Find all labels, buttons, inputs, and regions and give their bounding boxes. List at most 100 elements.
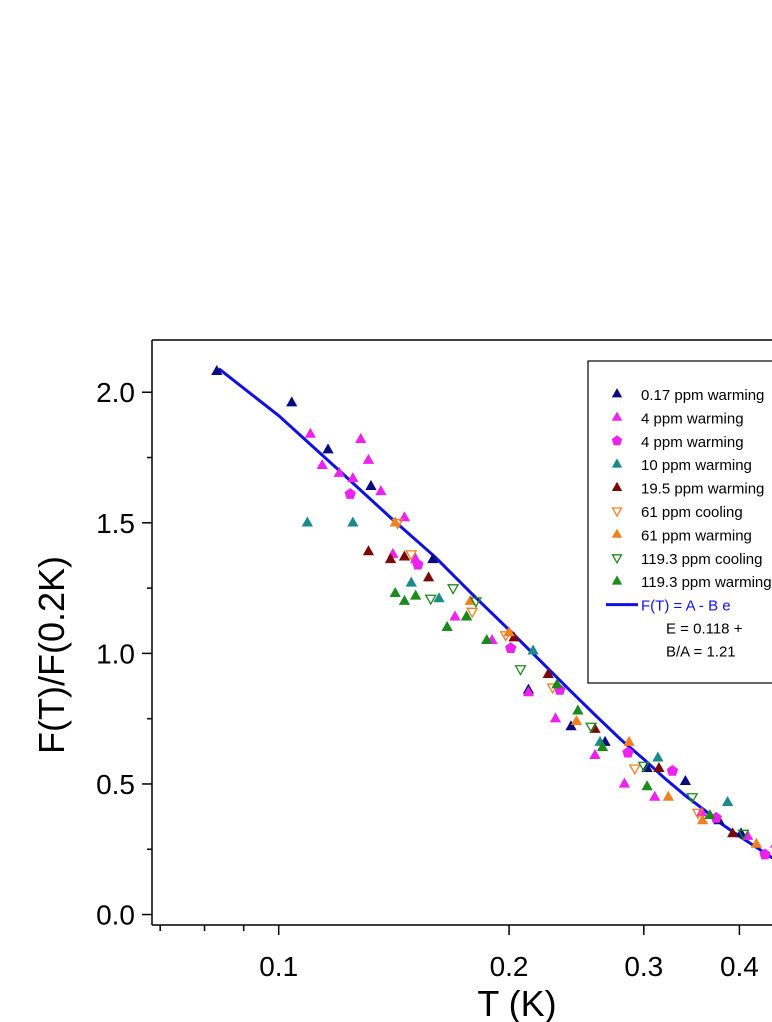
y-tick-label: 0.0	[96, 900, 135, 931]
data-point	[704, 808, 716, 820]
data-point	[427, 553, 439, 564]
x-tick-label: 0.3	[624, 951, 663, 982]
legend-label: 119.3 ppm cooling	[641, 551, 762, 568]
data-point	[622, 746, 634, 758]
legend-label: 61 ppm warming	[641, 527, 752, 544]
data-point	[389, 516, 401, 527]
data-point	[481, 634, 493, 645]
data-point	[412, 558, 424, 570]
legend-marker	[611, 575, 623, 585]
x-tick-label: 0.4	[720, 951, 759, 982]
data-point	[460, 610, 473, 621]
data-point	[449, 610, 461, 621]
data-point	[365, 479, 377, 490]
data-point	[727, 827, 739, 838]
plot-frame	[151, 339, 772, 926]
data-point	[398, 511, 411, 522]
data-point	[589, 748, 601, 759]
data-point	[441, 620, 453, 631]
data-point	[422, 571, 435, 582]
data-point	[362, 453, 375, 464]
data-point	[570, 714, 583, 725]
data-point	[344, 488, 356, 499]
legend-label: 19.5 ppm warming	[641, 481, 764, 498]
legend-label: 119.3 ppm warming	[641, 574, 772, 591]
legend: 0.17 ppm warming 4 ppm warming 4 ppm warmi…	[587, 360, 772, 684]
legend-label: 10 ppm warming	[641, 457, 752, 474]
data-point	[424, 594, 437, 606]
data-point	[735, 827, 747, 838]
legend-marker	[611, 554, 623, 565]
legend-marker	[611, 528, 623, 538]
legend-fit-label: F(T) = A - B e	[641, 598, 731, 615]
y-tick-label: 1.5	[96, 508, 135, 539]
data-point	[652, 751, 664, 762]
data-point	[410, 589, 422, 600]
data-point	[286, 396, 298, 407]
y-axis-title: F(T)/F(0.2K)	[31, 556, 72, 754]
data-point	[737, 829, 750, 841]
data-point	[696, 814, 709, 825]
data-point	[384, 553, 397, 564]
data-point	[542, 667, 554, 678]
fit-curve	[217, 367, 772, 860]
data-point	[301, 516, 313, 527]
data-point	[211, 365, 223, 376]
series-2	[344, 488, 771, 860]
data-point	[405, 550, 418, 561]
data-point	[679, 775, 692, 786]
data-point	[565, 720, 577, 731]
series-3	[301, 516, 734, 806]
data-point	[347, 516, 359, 527]
data-point	[469, 597, 482, 608]
series-8	[389, 587, 716, 820]
data-point	[522, 686, 535, 697]
data-point	[551, 678, 563, 689]
data-points-layer	[211, 365, 772, 860]
legend-label: 4 ppm warming	[641, 434, 744, 451]
data-point	[447, 584, 460, 595]
data-point	[466, 607, 479, 619]
data-point	[653, 761, 665, 773]
data-point	[750, 837, 763, 848]
data-point	[499, 631, 512, 642]
data-point	[355, 432, 367, 443]
data-point	[347, 472, 359, 483]
legend-marker	[611, 481, 623, 491]
data-point	[628, 764, 641, 776]
data-point	[637, 761, 650, 773]
data-point	[316, 459, 328, 470]
y-tick-label: 2.0	[96, 377, 135, 408]
data-point	[649, 790, 661, 801]
series-6	[389, 516, 763, 848]
data-point	[304, 427, 317, 438]
data-point	[686, 793, 699, 804]
data-point	[405, 576, 417, 587]
legend-marker	[611, 435, 623, 446]
data-point	[546, 683, 559, 695]
data-point	[623, 735, 635, 746]
x-tick-label: 0.1	[259, 951, 298, 982]
data-point	[662, 790, 674, 801]
data-point	[389, 587, 401, 598]
legend-fit-param: B/A = 1.21	[666, 644, 736, 661]
data-point	[596, 741, 609, 752]
data-point	[549, 712, 562, 723]
data-point	[721, 795, 734, 806]
data-point	[503, 626, 515, 637]
x-tick-label: 0.2	[490, 951, 529, 982]
data-point	[527, 644, 539, 655]
data-point	[585, 722, 598, 734]
data-point	[398, 594, 411, 605]
legend-label: 61 ppm cooling	[641, 504, 743, 521]
legend-marker	[611, 507, 623, 518]
data-point	[618, 777, 631, 788]
data-point	[505, 642, 517, 654]
data-point	[322, 443, 334, 454]
legend-label: 0.17 ppm warming	[641, 387, 764, 404]
data-point	[514, 665, 527, 676]
data-point	[572, 704, 584, 715]
axis-ticks-layer: 0.0 0.5 1.0 1.5 2.0 0.1 0.2 0.3 0.4	[96, 377, 759, 982]
fit-curve-layer	[217, 367, 772, 860]
